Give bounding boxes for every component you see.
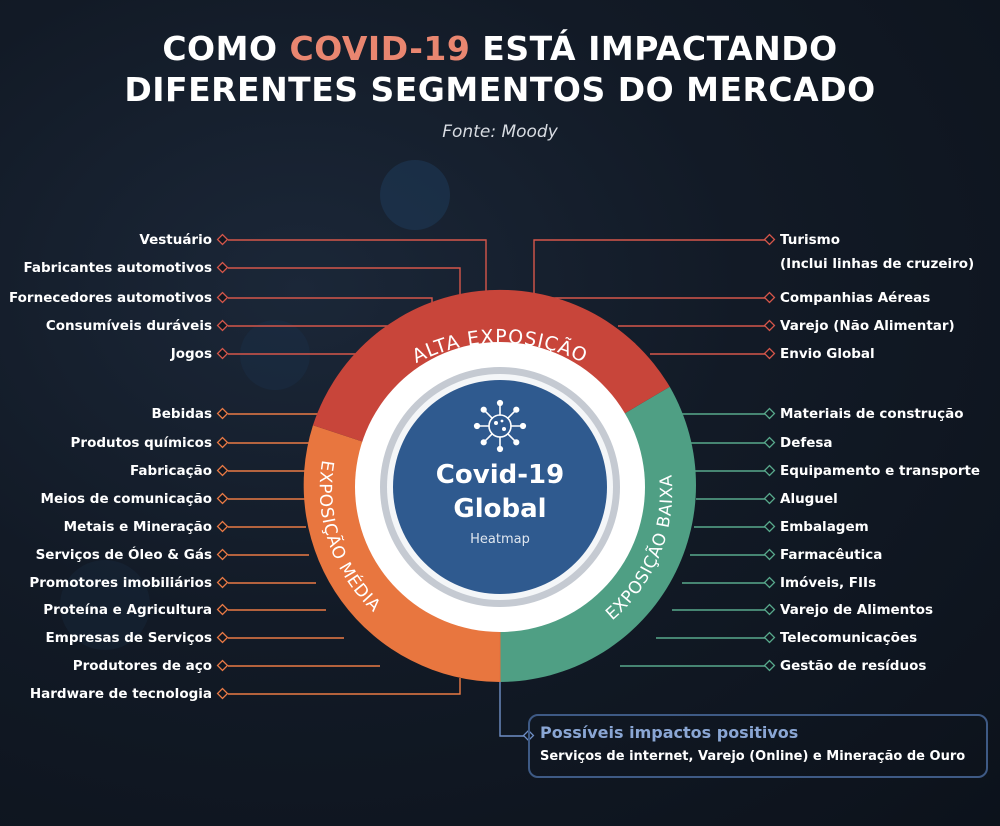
sector-label: Materiais de construção <box>780 406 964 422</box>
sector-label: Telecomunicações <box>780 630 918 646</box>
sector-label: Varejo (Não Alimentar) <box>780 318 955 334</box>
positive-connector <box>499 682 528 737</box>
sector-label: Bebidas <box>151 406 212 422</box>
sector-label: Defesa <box>780 435 833 451</box>
low-connectors <box>620 413 770 667</box>
sector-label: Aluguel <box>780 491 838 507</box>
title-highlight: COVID-19 <box>289 29 471 68</box>
sector-label: Fornecedores automotivos <box>8 290 212 306</box>
sector-label: Gestão de resíduos <box>780 658 927 674</box>
hub-core <box>393 380 607 594</box>
sector-label: Meios de comunicação <box>40 491 212 507</box>
sector-label: Turismo <box>780 232 840 248</box>
sector-label: Envio Global <box>780 346 875 362</box>
sector-label: Empresas de Serviços <box>45 630 212 646</box>
title-prefix: COMO <box>162 29 290 68</box>
sector-label: Hardware de tecnologia <box>29 686 212 702</box>
sector-label: Produtos químicos <box>70 435 212 451</box>
sector-label: Companhias Aéreas <box>780 290 931 306</box>
connector-diamonds <box>216 233 776 742</box>
sector-label: Vestuário <box>139 232 212 248</box>
sector-label: Metais e Mineração <box>63 519 212 535</box>
hub-text: Covid-19 Global Heatmap <box>400 458 600 547</box>
positive-impacts-box: Possíveis impactos positivos Serviços de… <box>528 714 988 778</box>
positive-impacts-text: Serviços de internet, Varejo (Online) e … <box>540 749 966 764</box>
title-rest: ESTÁ IMPACTANDO <box>470 29 838 68</box>
sector-label: Varejo de Alimentos <box>780 602 934 618</box>
virus-icon <box>473 399 527 453</box>
sector-label: Fabricantes automotivos <box>23 260 212 276</box>
hub-subtitle: Heatmap <box>470 532 530 547</box>
hub-title: Covid-19 Global <box>400 458 600 526</box>
sector-label: Farmacêutica <box>780 547 883 563</box>
source-caption: Fonte: Moody <box>442 122 558 142</box>
sector-note: (Inclui linhas de cruzeiro) <box>780 256 975 272</box>
sector-label: Promotores imobiliários <box>29 575 212 591</box>
sector-label: Serviços de Óleo & Gás <box>35 547 212 563</box>
title-line2: DIFERENTES SEGMENTOS DO MERCADO <box>124 70 876 109</box>
background-virus-blob <box>60 560 150 650</box>
background-virus-blob <box>380 160 450 230</box>
background-virus-blob <box>240 320 310 390</box>
sector-label: Proteína e Agricultura <box>43 602 212 618</box>
medium-connectors <box>228 413 461 695</box>
sector-label: Consumíveis duráveis <box>45 318 212 334</box>
sector-label: Equipamento e transporte <box>780 463 981 479</box>
sector-label: Produtores de aço <box>72 658 212 674</box>
sector-label: Embalagem <box>780 519 869 535</box>
hub-title-line1: Covid-19 <box>435 460 565 490</box>
left-connectors <box>228 239 487 355</box>
positive-impacts-title: Possíveis impactos positivos <box>540 723 799 742</box>
page-title: COMO COVID-19 ESTÁ IMPACTANDO DIFERENTES… <box>0 28 1000 110</box>
hub-title-line2: Global <box>453 494 547 524</box>
sector-label: Fabricação <box>130 463 212 479</box>
sector-label: Jogos <box>170 346 212 362</box>
sector-label: Imóveis, FIIs <box>780 575 877 591</box>
